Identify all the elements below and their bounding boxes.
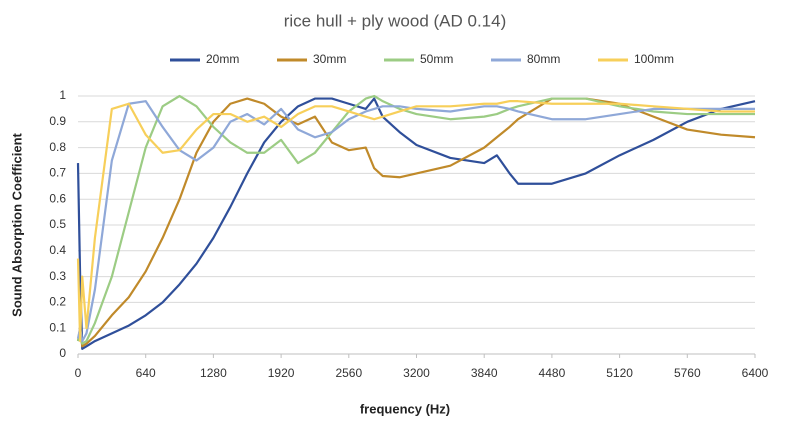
x-tick-label: 1920 — [268, 366, 295, 380]
series-line — [76, 100, 755, 343]
y-tick-label: 0.9 — [49, 114, 66, 128]
legend-label: 30mm — [313, 52, 346, 66]
series-line — [76, 97, 756, 350]
y-tick-label: 0 — [59, 346, 66, 360]
y-tick-label: 0.3 — [49, 269, 66, 283]
series-line — [76, 100, 755, 343]
legend-label: 20mm — [206, 52, 239, 66]
y-tick-label: 0.4 — [49, 243, 66, 257]
legend-label: 80mm — [527, 52, 560, 66]
series-line — [76, 97, 756, 348]
x-tick-label: 2560 — [335, 366, 362, 380]
x-tick-label: 3200 — [403, 366, 430, 380]
y-tick-label: 0.5 — [49, 217, 66, 231]
x-tick-label: 3840 — [471, 366, 498, 380]
y-axis-label: Sound Absorption Coefficient — [9, 132, 24, 316]
y-tick-label: 0.7 — [49, 166, 66, 180]
y-tick-label: 0.2 — [49, 295, 66, 309]
x-tick-label: 640 — [136, 366, 156, 380]
legend-label: 50mm — [420, 52, 453, 66]
x-axis-label: frequency (Hz) — [360, 401, 450, 416]
x-tick-label: 6400 — [742, 366, 769, 380]
x-tick-label: 1280 — [200, 366, 227, 380]
x-tick-label: 5760 — [674, 366, 701, 380]
y-tick-label: 0.1 — [49, 320, 66, 334]
series-line — [76, 94, 755, 345]
y-tick-label: 1 — [59, 88, 66, 102]
x-tick-label: 4480 — [539, 366, 566, 380]
x-tick-label: 5120 — [606, 366, 633, 380]
x-tick-label: 0 — [75, 366, 82, 380]
y-tick-label: 0.6 — [49, 191, 66, 205]
legend-label: 100mm — [634, 52, 674, 66]
chart-title: rice hull + ply wood (AD 0.14) — [284, 11, 507, 30]
y-tick-label: 0.8 — [49, 140, 66, 154]
